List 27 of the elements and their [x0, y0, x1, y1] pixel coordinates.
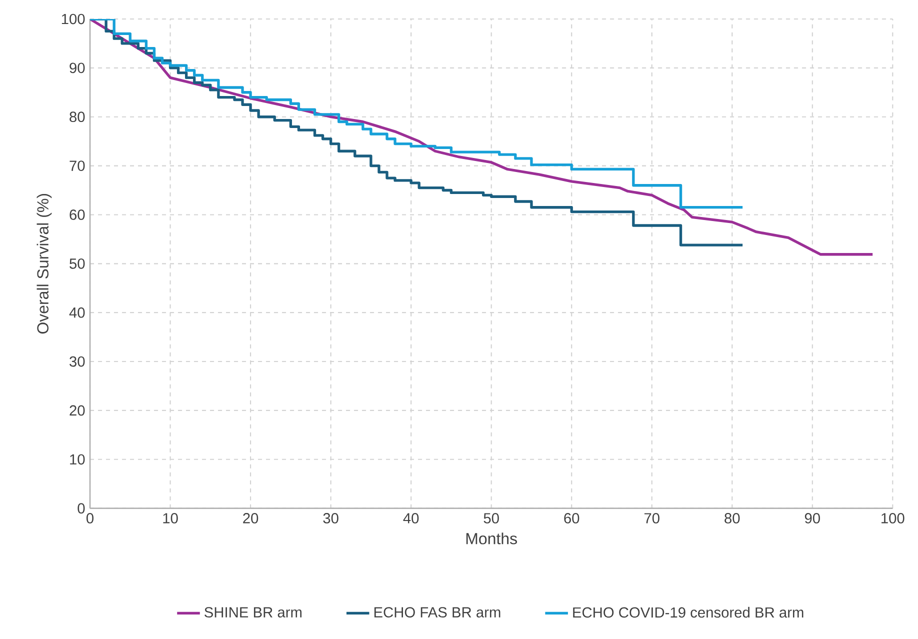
y-tick-label: 0: [78, 503, 85, 514]
y-tick-label: 100: [62, 14, 85, 24]
y-tick-label: 10: [70, 454, 85, 465]
x-tick-label: 40: [403, 513, 419, 524]
x-axis-title: Months: [466, 532, 517, 544]
x-tick-label: 10: [163, 513, 178, 524]
x-tick-label: 90: [804, 513, 820, 524]
x-tick-label: 70: [644, 513, 660, 524]
x-tick-label: 50: [484, 513, 499, 524]
legend-label: ECHO FAS BR arm: [374, 607, 500, 618]
y-axis-title: Overall Survival (%): [36, 194, 52, 334]
y-tick-label: 50: [70, 258, 85, 269]
x-tick-label: 0: [86, 513, 94, 524]
x-tick-label: 100: [882, 513, 904, 524]
x-tick-label: 30: [323, 513, 338, 524]
y-tick-label: 30: [70, 356, 85, 367]
y-tick-label: 20: [70, 405, 85, 416]
y-tick-label: 40: [69, 307, 85, 318]
x-tick-label: 60: [564, 513, 580, 524]
y-tick-label: 60: [70, 210, 85, 220]
x-tick-label: 80: [724, 513, 740, 524]
y-tick-label: 90: [70, 62, 85, 74]
legend-label: ECHO COVID-19 censored BR arm: [573, 606, 804, 618]
legend-label: SHINE BR arm: [204, 607, 302, 618]
y-tick-label: 70: [70, 160, 85, 171]
y-tick-label: 80: [70, 112, 85, 122]
x-tick-label: 20: [243, 513, 258, 524]
